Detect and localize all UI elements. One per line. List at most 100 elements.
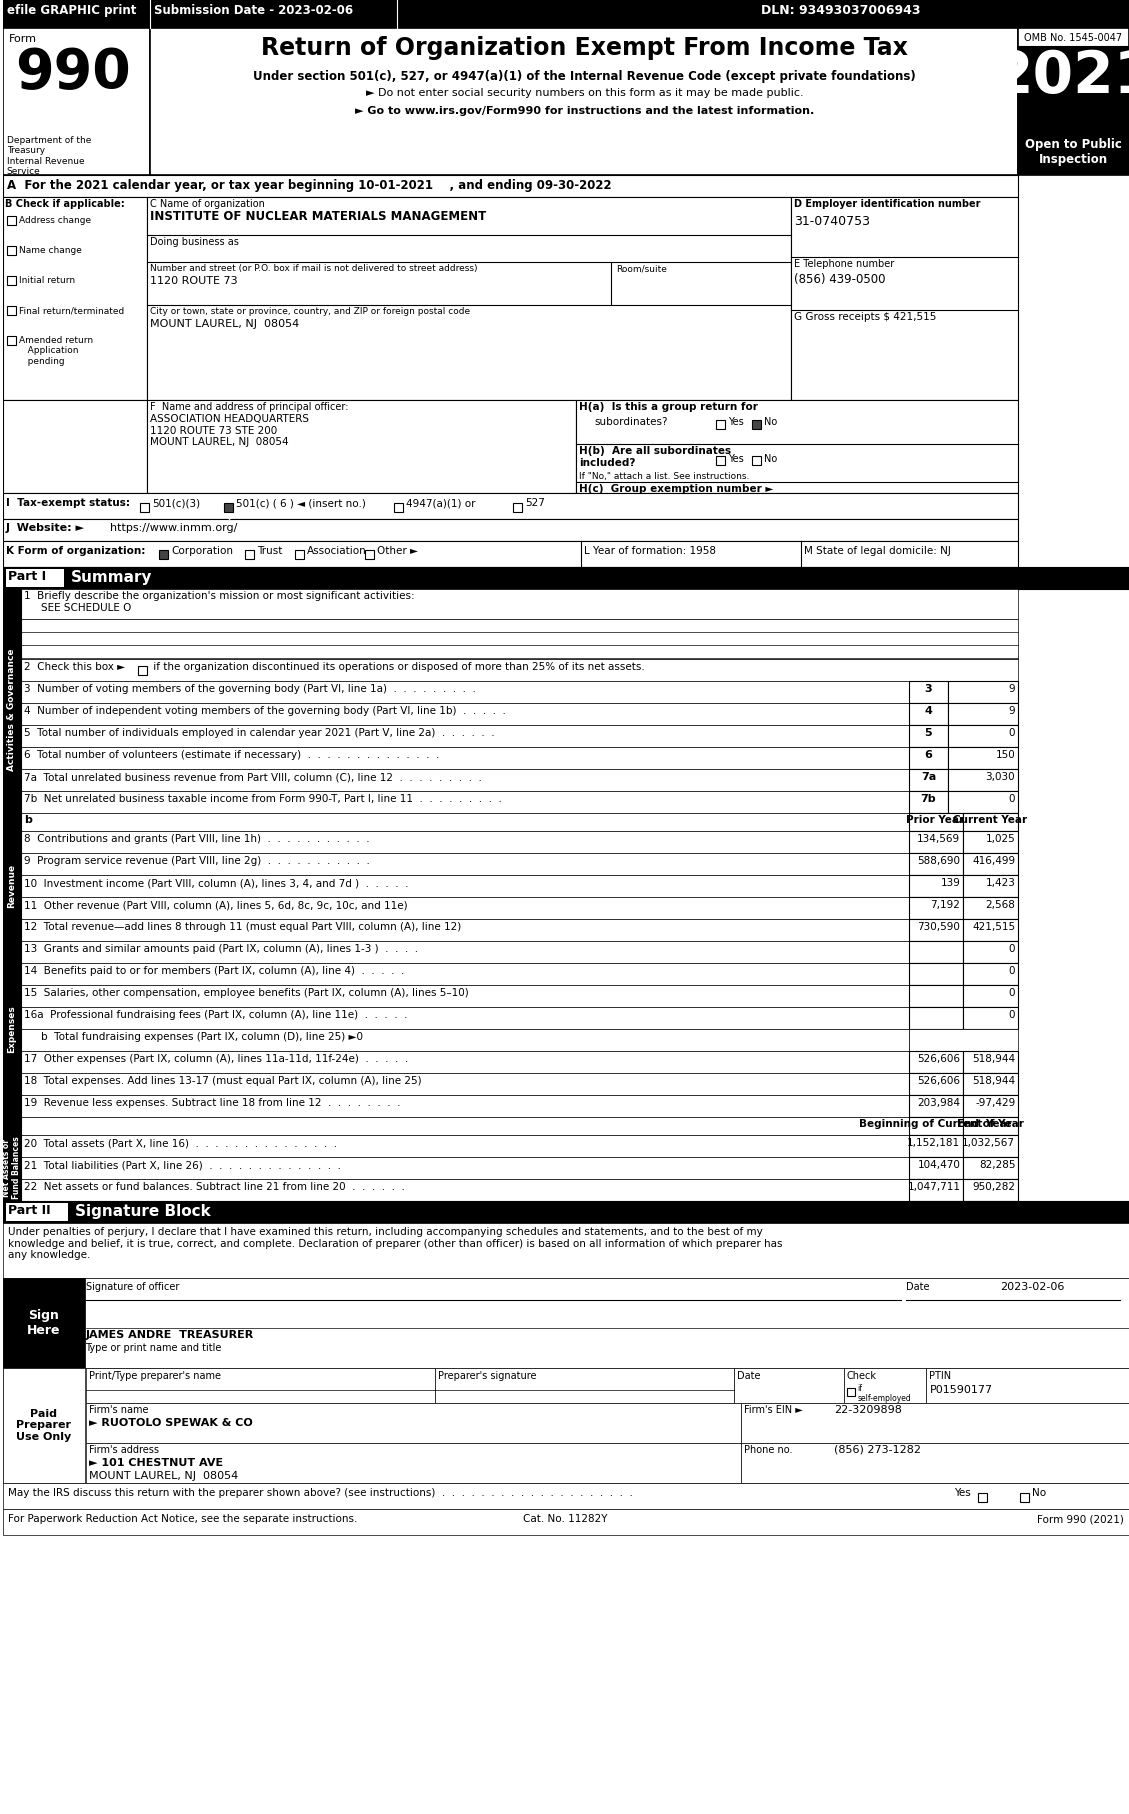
Text: I  Tax-exempt status:: I Tax-exempt status: <box>6 499 130 508</box>
Text: subordinates?: subordinates? <box>594 417 667 426</box>
Text: Initial return: Initial return <box>19 276 75 285</box>
Bar <box>909 726 948 747</box>
Text: 0: 0 <box>1009 943 1015 954</box>
Text: Net Assets or
Fund Balances: Net Assets or Fund Balances <box>2 1137 21 1199</box>
Text: Current Year: Current Year <box>953 814 1027 825</box>
Text: Amended return
   Application
   pending: Amended return Application pending <box>19 336 93 366</box>
Text: 3,030: 3,030 <box>986 773 1015 782</box>
Text: 1,025: 1,025 <box>986 834 1015 844</box>
Bar <box>2 1223 1129 1279</box>
Bar <box>20 704 909 726</box>
Bar <box>7 336 16 345</box>
Bar <box>963 985 1018 1007</box>
Text: Summary: Summary <box>70 570 152 584</box>
Text: 950,282: 950,282 <box>972 1183 1015 1192</box>
Text: Firm's name: Firm's name <box>88 1406 148 1415</box>
Text: ASSOCIATION HEADQUARTERS
1120 ROUTE 73 STE 200
MOUNT LAUREL, NJ  08054: ASSOCIATION HEADQUARTERS 1120 ROUTE 73 S… <box>150 414 309 448</box>
Bar <box>20 941 909 963</box>
Text: C Name of organization: C Name of organization <box>150 200 265 209</box>
Bar <box>20 590 1018 619</box>
Text: Yes: Yes <box>728 417 744 426</box>
Bar <box>20 1157 909 1179</box>
Bar <box>20 726 909 747</box>
Bar <box>909 680 948 704</box>
Text: B Check if applicable:: B Check if applicable: <box>5 200 124 209</box>
Bar <box>2 198 148 401</box>
Text: Name change: Name change <box>19 247 81 256</box>
Text: -97,429: -97,429 <box>975 1097 1015 1108</box>
Text: 3: 3 <box>925 684 933 695</box>
Bar <box>20 791 909 813</box>
Bar <box>843 1368 927 1402</box>
Text: b  Total fundraising expenses (Part IX, column (D), line 25) ►0: b Total fundraising expenses (Part IX, c… <box>41 1032 362 1041</box>
Bar <box>948 726 1018 747</box>
Bar <box>963 941 1018 963</box>
Text: 21  Total liabilities (Part X, line 26)  .  .  .  .  .  .  .  .  .  .  .  .  .  : 21 Total liabilities (Part X, line 26) .… <box>24 1159 341 1170</box>
Text: Yes: Yes <box>954 1487 971 1498</box>
Text: No: No <box>764 454 777 464</box>
Bar <box>2 27 150 174</box>
Text: 8  Contributions and grants (Part VIII, line 1h)  .  .  .  .  .  .  .  .  .  .  : 8 Contributions and grants (Part VIII, l… <box>24 834 369 844</box>
Text: 0: 0 <box>1009 727 1015 738</box>
Text: INSTITUTE OF NUCLEAR MATERIALS MANAGEMENT: INSTITUTE OF NUCLEAR MATERIALS MANAGEMEN… <box>150 210 487 223</box>
Bar <box>20 1096 909 1117</box>
Bar <box>7 216 16 225</box>
Text: K Form of organization:: K Form of organization: <box>6 546 146 557</box>
Text: Beginning of Current Year: Beginning of Current Year <box>859 1119 1012 1128</box>
Text: 526,606: 526,606 <box>918 1054 961 1065</box>
Text: No: No <box>1032 1487 1047 1498</box>
Bar <box>225 502 234 512</box>
Text: efile GRAPHIC print: efile GRAPHIC print <box>7 4 137 16</box>
Bar <box>2 590 20 1201</box>
Bar <box>2 1484 1129 1509</box>
Text: 11  Other revenue (Part VIII, column (A), lines 5, 6d, 8c, 9c, 10c, and 11e): 11 Other revenue (Part VIII, column (A),… <box>24 900 408 911</box>
Bar <box>963 813 1018 831</box>
Bar <box>576 401 1018 493</box>
Bar <box>365 550 374 559</box>
Text: 150: 150 <box>996 749 1015 760</box>
Text: 1120 ROUTE 73: 1120 ROUTE 73 <box>150 276 238 287</box>
Bar <box>963 1074 1018 1096</box>
Text: Under section 501(c), 527, or 4947(a)(1) of the Internal Revenue Code (except pr: Under section 501(c), 527, or 4947(a)(1)… <box>253 71 916 83</box>
Bar <box>948 769 1018 791</box>
Text: Phone no.: Phone no. <box>744 1446 793 1455</box>
Text: (856) 439-0500: (856) 439-0500 <box>794 272 885 287</box>
Bar <box>909 747 948 769</box>
Text: Under penalties of perjury, I declare that I have examined this return, includin: Under penalties of perjury, I declare th… <box>8 1226 782 1261</box>
Bar <box>909 769 948 791</box>
Text: MOUNT LAUREL, NJ  08054: MOUNT LAUREL, NJ 08054 <box>88 1471 238 1480</box>
Bar <box>979 1493 988 1502</box>
Bar <box>909 985 963 1007</box>
Text: Association: Association <box>307 546 367 557</box>
Bar <box>148 198 790 401</box>
Text: 518,944: 518,944 <box>972 1054 1015 1065</box>
Text: 22-3209898: 22-3209898 <box>833 1406 902 1415</box>
Bar <box>909 1157 963 1179</box>
Text: Activities & Governance: Activities & Governance <box>7 649 16 771</box>
Text: H(c)  Group exemption number ►: H(c) Group exemption number ► <box>579 484 773 493</box>
Bar <box>2 1368 85 1484</box>
Text: Form: Form <box>9 34 37 44</box>
Bar <box>20 1007 909 1029</box>
Text: 139: 139 <box>940 878 961 889</box>
Text: 17  Other expenses (Part IX, column (A), lines 11a-11d, 11f-24e)  .  .  .  .  .: 17 Other expenses (Part IX, column (A), … <box>24 1054 408 1065</box>
Text: 527: 527 <box>525 499 545 508</box>
Bar <box>741 1442 1129 1484</box>
Bar <box>20 619 1018 658</box>
Text: 6  Total number of volunteers (estimate if necessary)  .  .  .  .  .  .  .  .  .: 6 Total number of volunteers (estimate i… <box>24 749 439 760</box>
Text: Room/suite: Room/suite <box>616 265 667 272</box>
Bar <box>909 920 963 941</box>
Text: 14  Benefits paid to or for members (Part IX, column (A), line 4)  .  .  .  .  .: 14 Benefits paid to or for members (Part… <box>24 967 404 976</box>
Bar <box>927 1368 1129 1402</box>
Bar <box>20 963 909 985</box>
Text: 12  Total revenue—add lines 8 through 11 (must equal Part VIII, column (A), line: 12 Total revenue—add lines 8 through 11 … <box>24 922 461 932</box>
Bar <box>909 1136 963 1157</box>
Bar <box>20 920 909 941</box>
Bar <box>6 1203 68 1221</box>
Text: M State of legal domicile: NJ: M State of legal domicile: NJ <box>804 546 951 557</box>
Text: 501(c)(3): 501(c)(3) <box>152 499 201 508</box>
Bar <box>963 1096 1018 1117</box>
Text: Print/Type preparer's name: Print/Type preparer's name <box>88 1371 220 1380</box>
Text: PTIN: PTIN <box>929 1371 952 1380</box>
Bar <box>909 853 963 874</box>
